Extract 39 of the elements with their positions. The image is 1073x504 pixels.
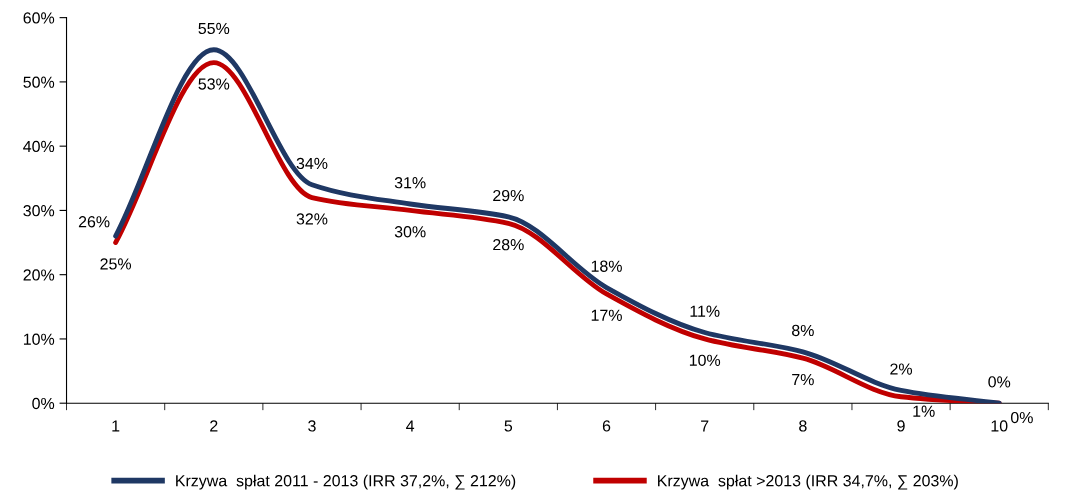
data-label: 53% [198, 78, 230, 90]
data-label: 32% [296, 213, 328, 225]
x-tick-label: 8 [799, 420, 807, 432]
data-label: 11% [690, 305, 720, 317]
y-tick-label: 30% [23, 205, 55, 217]
x-tick-label: 5 [504, 420, 513, 432]
x-tick-label: 1 [112, 420, 120, 432]
data-label: 30% [394, 226, 426, 238]
data-label: 55% [198, 22, 230, 35]
x-tick-label: 3 [308, 420, 316, 432]
data-label: 1% [913, 405, 935, 417]
y-tick-label: 60% [23, 12, 55, 24]
data-label: 34% [296, 157, 328, 170]
y-tick-label: 20% [23, 269, 55, 281]
data-label: 7% [792, 373, 814, 386]
data-label: 31% [394, 177, 426, 189]
data-label: 17% [591, 309, 622, 321]
data-label: 26% [78, 216, 110, 228]
y-tick-label: 40% [23, 140, 55, 153]
data-label: 10% [689, 354, 721, 366]
x-tick-label: 7 [701, 420, 709, 432]
data-label: 29% [493, 189, 524, 202]
data-label: 2% [890, 363, 913, 375]
data-label: 8% [792, 324, 814, 337]
data-label: 28% [493, 238, 524, 251]
legend-label: Krzywa spłat >2013 (IRR 34,7%, ∑ 203%) [658, 474, 958, 490]
legend-label: Krzywa spłat 2011 - 2013 (IRR 37,2%, ∑ 212%) [176, 474, 516, 490]
x-tick-label: 9 [897, 420, 905, 432]
data-label: 18% [591, 260, 622, 272]
y-tick-label: 0% [32, 397, 55, 410]
data-label: 0% [988, 376, 1011, 388]
y-tick-label: 10% [23, 333, 55, 345]
data-label: 25% [100, 258, 132, 270]
y-tick-label: 50% [23, 76, 55, 88]
x-tick-label: 2 [210, 420, 218, 432]
x-tick-label: 6 [602, 420, 611, 432]
data-label: 0% [1010, 411, 1033, 424]
x-tick-label: 4 [406, 420, 415, 432]
x-tick-label: 10 [991, 420, 1008, 432]
